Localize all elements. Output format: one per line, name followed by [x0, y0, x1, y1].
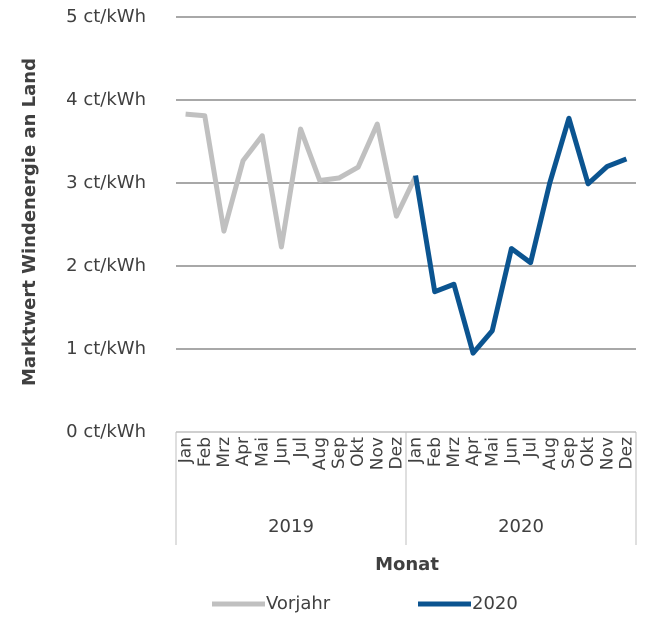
x-tick-label: Apr: [463, 437, 483, 466]
x-tick-label: Nov: [367, 437, 387, 470]
x-tick-label: Apr: [233, 437, 253, 466]
y-tick-label: 3 ct/kWh: [66, 172, 146, 193]
group-label: 2020: [498, 516, 544, 537]
x-tick-label: Mrz: [214, 437, 234, 468]
y-tick-label: 4 ct/kWh: [66, 89, 146, 110]
x-tick-label: Jan: [406, 437, 426, 464]
legend-label: 2020: [472, 593, 518, 614]
x-tick-label: Okt: [348, 437, 368, 467]
x-tick-label: Dez: [386, 437, 406, 470]
x-tick-label: Mai: [252, 437, 272, 467]
x-tick-label: Aug: [540, 437, 560, 470]
x-tick-label: Jun: [501, 437, 521, 465]
x-tick-label: Feb: [425, 437, 445, 467]
x-tick-label: Mai: [482, 437, 502, 467]
x-tick-label: Jul: [291, 437, 311, 459]
series-line: [185, 111, 418, 250]
legend-label: Vorjahr: [266, 593, 331, 614]
x-tick-label: Mrz: [444, 437, 464, 468]
y-tick-label: 2 ct/kWh: [66, 255, 146, 276]
x-tick-label: Jun: [271, 437, 291, 465]
y-tick-label: 0 ct/kWh: [66, 421, 146, 442]
x-tick-label: Nov: [597, 437, 617, 470]
x-tick-label: Jan: [176, 437, 196, 464]
x-tick-label: Dez: [616, 437, 636, 470]
x-tick-label: Sep: [329, 437, 349, 469]
x-tick-label: Jul: [521, 437, 541, 459]
x-tick-label: Okt: [578, 437, 598, 467]
y-tick-label: 5 ct/kWh: [66, 6, 146, 27]
x-tick-label: Feb: [195, 437, 215, 467]
x-tick-label: Sep: [559, 437, 579, 469]
series-line: [413, 115, 628, 356]
y-tick-label: 1 ct/kWh: [66, 338, 146, 359]
y-axis-label: Marktwert Windenergie an Land: [19, 58, 40, 386]
x-tick-label: Aug: [310, 437, 330, 470]
group-label: 2019: [268, 516, 314, 537]
x-axis-label: Monat: [375, 554, 439, 575]
